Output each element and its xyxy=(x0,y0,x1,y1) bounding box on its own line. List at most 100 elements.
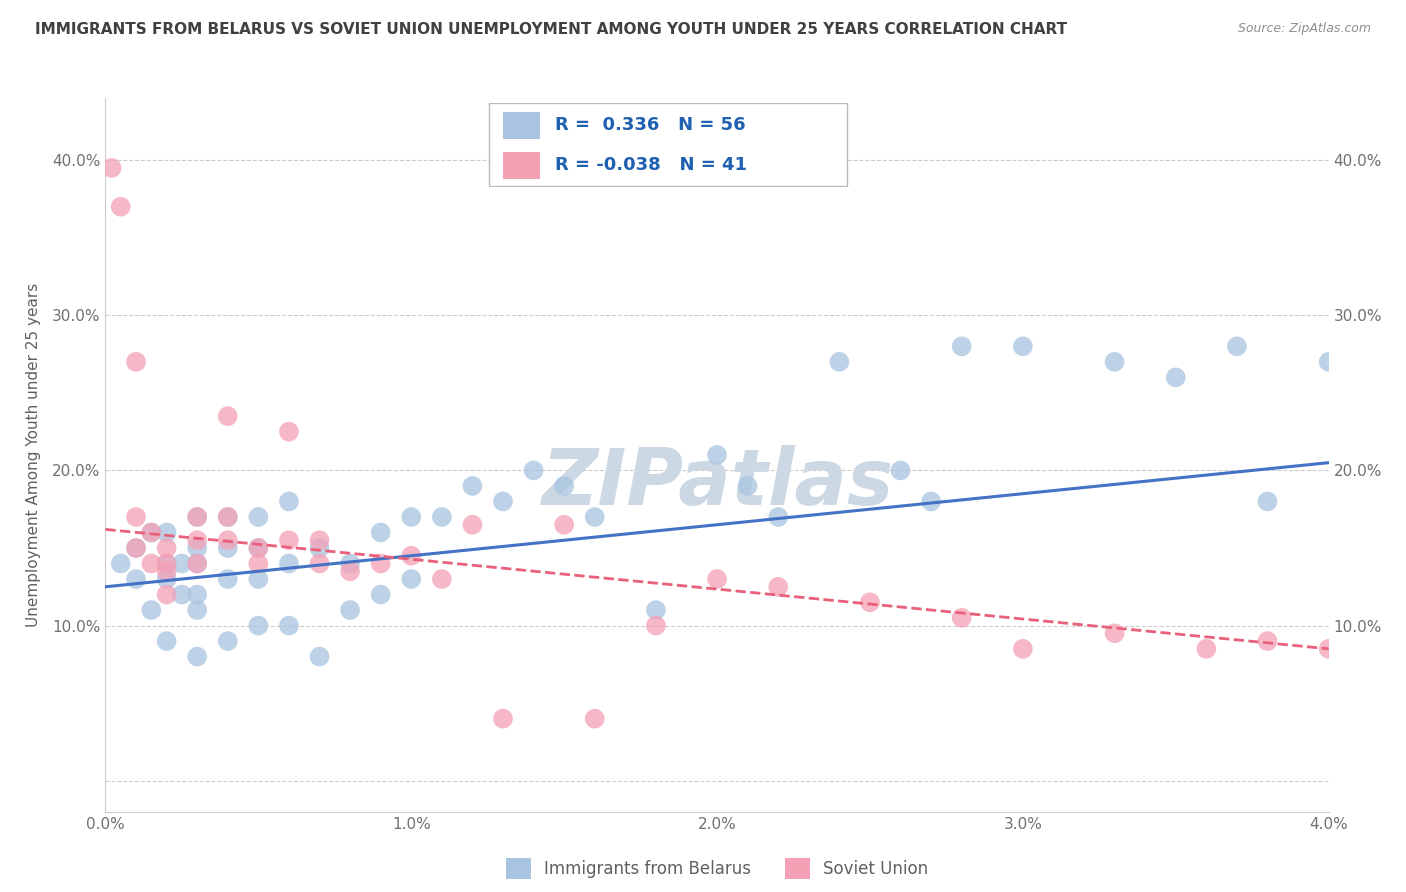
Point xyxy=(247,557,270,571)
Point xyxy=(247,618,270,632)
Point xyxy=(186,557,208,571)
Text: ZIPatlas: ZIPatlas xyxy=(541,445,893,522)
Point xyxy=(186,603,208,617)
Bar xyxy=(503,112,540,139)
Point xyxy=(141,525,163,540)
Point xyxy=(308,649,330,664)
Point xyxy=(370,557,392,571)
Point xyxy=(156,588,179,602)
Point xyxy=(430,510,453,524)
Point xyxy=(1195,641,1218,656)
Text: Source: ZipAtlas.com: Source: ZipAtlas.com xyxy=(1237,22,1371,36)
Point xyxy=(553,517,575,532)
Point xyxy=(186,588,208,602)
Point xyxy=(430,572,453,586)
Point xyxy=(308,557,330,571)
Point xyxy=(1317,355,1340,369)
Point xyxy=(583,510,606,524)
Point xyxy=(768,580,790,594)
Point xyxy=(523,463,546,477)
Point xyxy=(1011,339,1033,353)
Point xyxy=(186,510,208,524)
Point xyxy=(186,533,208,548)
Point xyxy=(401,549,423,563)
Point xyxy=(492,494,515,508)
Point xyxy=(247,510,270,524)
Point xyxy=(461,479,484,493)
Point xyxy=(125,355,148,369)
Point xyxy=(156,525,179,540)
Point xyxy=(1104,626,1126,640)
Point xyxy=(950,339,973,353)
Point xyxy=(278,425,301,439)
Text: IMMIGRANTS FROM BELARUS VS SOVIET UNION UNEMPLOYMENT AMONG YOUTH UNDER 25 YEARS : IMMIGRANTS FROM BELARUS VS SOVIET UNION … xyxy=(35,22,1067,37)
Point xyxy=(278,494,301,508)
Point xyxy=(492,712,515,726)
Point xyxy=(217,510,239,524)
Point xyxy=(186,510,208,524)
Point xyxy=(278,533,301,548)
Point xyxy=(706,448,728,462)
Point xyxy=(339,557,361,571)
Point xyxy=(308,541,330,555)
Point xyxy=(553,479,575,493)
Point xyxy=(768,510,790,524)
Point xyxy=(217,572,239,586)
Point xyxy=(1011,641,1033,656)
Bar xyxy=(503,152,540,178)
Point xyxy=(217,634,239,648)
Point xyxy=(217,533,239,548)
FancyBboxPatch shape xyxy=(489,103,846,186)
Point xyxy=(125,572,148,586)
Point xyxy=(217,541,239,555)
Point xyxy=(217,409,239,424)
Point xyxy=(1104,355,1126,369)
Point xyxy=(156,572,179,586)
Point xyxy=(1256,634,1278,648)
Point xyxy=(278,618,301,632)
Point xyxy=(186,541,208,555)
Point xyxy=(370,525,392,540)
Text: R =  0.336   N = 56: R = 0.336 N = 56 xyxy=(554,117,745,135)
Point xyxy=(461,517,484,532)
Point xyxy=(644,603,666,617)
Point xyxy=(100,161,122,175)
Point xyxy=(706,572,728,586)
Point xyxy=(1256,494,1278,508)
Point xyxy=(247,572,270,586)
Point xyxy=(1164,370,1187,384)
Point xyxy=(339,603,361,617)
Point xyxy=(920,494,942,508)
Point xyxy=(156,634,179,648)
Point xyxy=(170,557,193,571)
Point xyxy=(308,533,330,548)
Point xyxy=(247,541,270,555)
Legend: Immigrants from Belarus, Soviet Union: Immigrants from Belarus, Soviet Union xyxy=(499,852,935,886)
Point xyxy=(125,541,148,555)
Point xyxy=(1317,641,1340,656)
Y-axis label: Unemployment Among Youth under 25 years: Unemployment Among Youth under 25 years xyxy=(25,283,41,627)
Point xyxy=(141,603,163,617)
Text: R = -0.038   N = 41: R = -0.038 N = 41 xyxy=(554,156,747,174)
Point xyxy=(186,557,208,571)
Point xyxy=(950,611,973,625)
Point xyxy=(110,557,132,571)
Point xyxy=(141,557,163,571)
Point xyxy=(828,355,851,369)
Point xyxy=(170,588,193,602)
Point xyxy=(339,564,361,578)
Point xyxy=(141,525,163,540)
Point xyxy=(401,572,423,586)
Point xyxy=(401,510,423,524)
Point xyxy=(125,510,148,524)
Point xyxy=(125,541,148,555)
Point xyxy=(156,557,179,571)
Point xyxy=(156,564,179,578)
Point xyxy=(217,510,239,524)
Point xyxy=(889,463,911,477)
Point xyxy=(156,541,179,555)
Point xyxy=(156,557,179,571)
Point xyxy=(737,479,759,493)
Point xyxy=(583,712,606,726)
Point xyxy=(278,557,301,571)
